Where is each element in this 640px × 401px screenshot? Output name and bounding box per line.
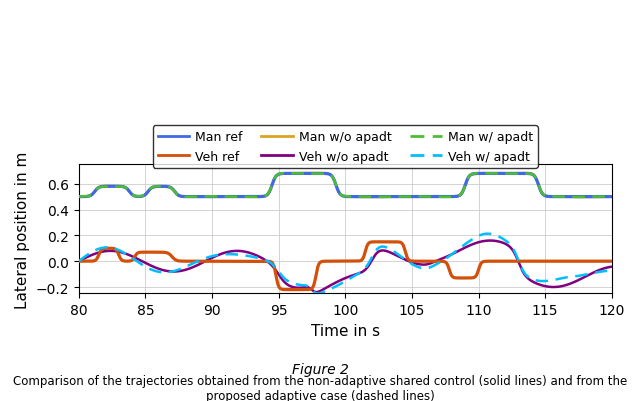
Y-axis label: Lateral position in m: Lateral position in m — [15, 151, 30, 308]
Text: Comparison of the trajectories obtained from the non-adaptive shared control (so: Comparison of the trajectories obtained … — [13, 374, 627, 401]
X-axis label: Time in s: Time in s — [311, 323, 380, 338]
Legend: Man ref, Veh ref, Man w/o apadt, Veh w/o apadt, Man w/ apadt, Veh w/ apadt: Man ref, Veh ref, Man w/o apadt, Veh w/o… — [152, 126, 538, 168]
Text: Figure 2: Figure 2 — [292, 362, 348, 376]
